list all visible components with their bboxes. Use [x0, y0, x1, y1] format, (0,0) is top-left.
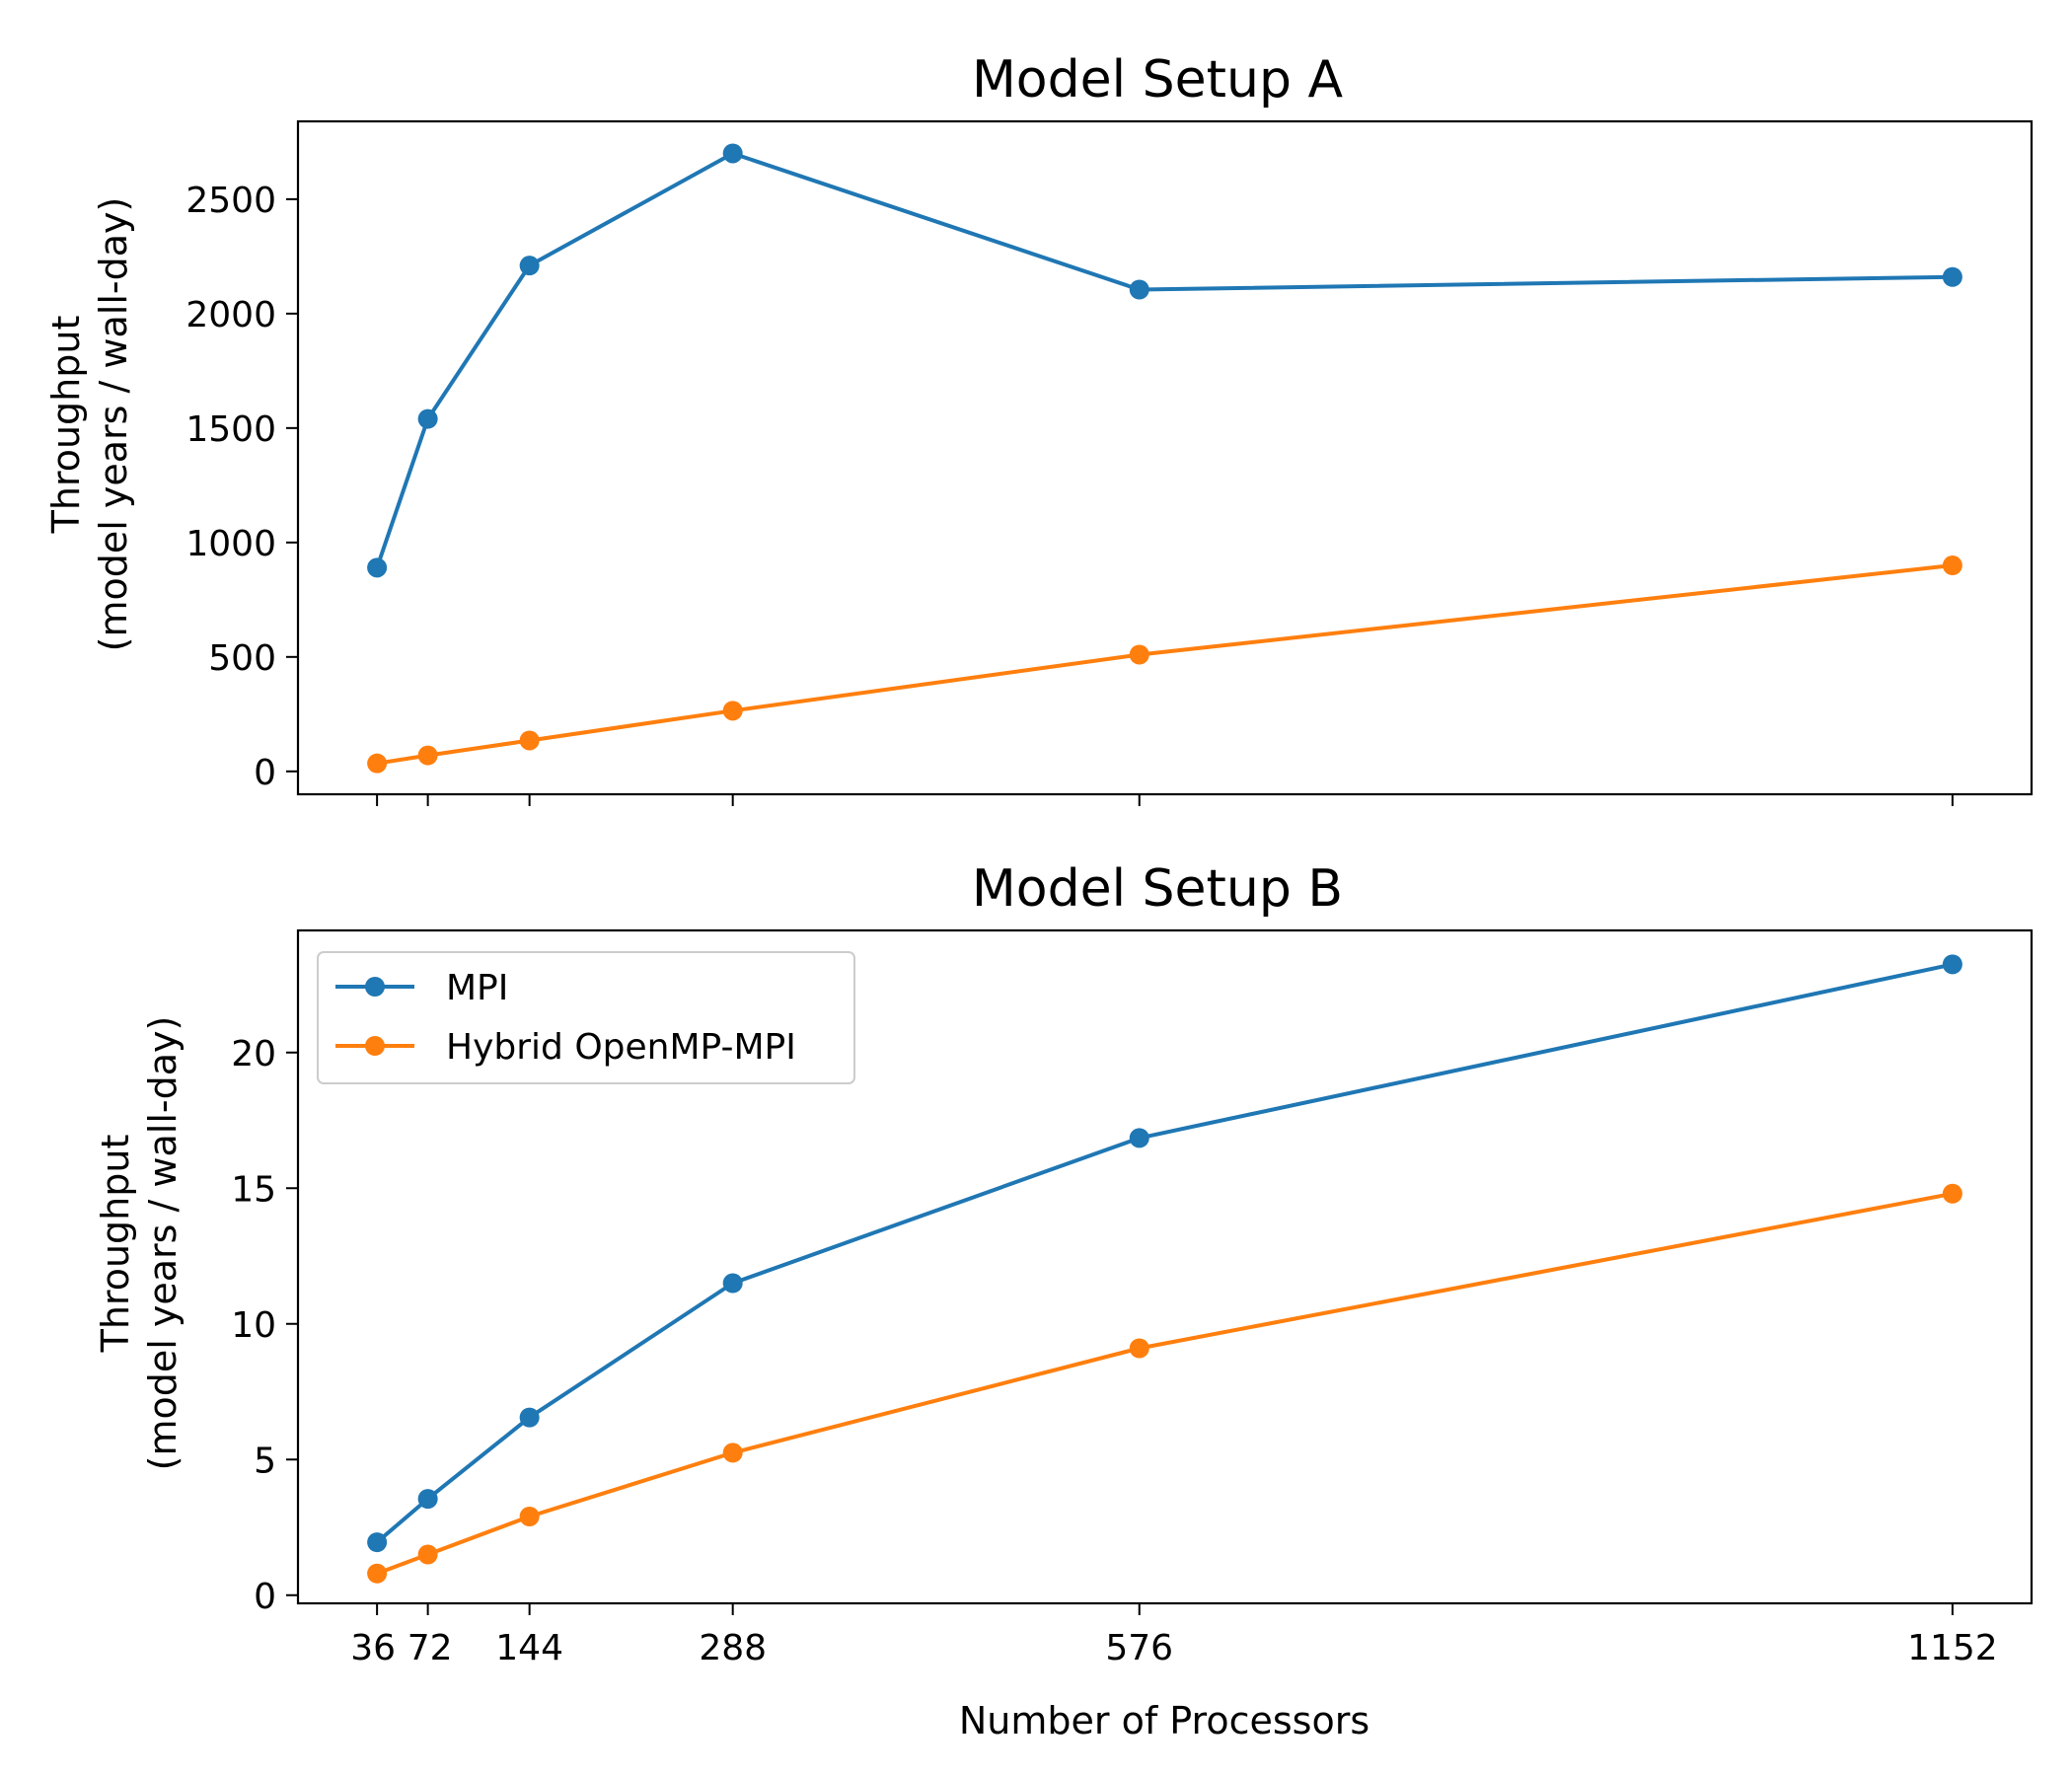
plot-frame: [296, 119, 2034, 796]
y-tick-label: 15: [231, 1169, 276, 1210]
chart-model-setup-a: Model Setup A Throughput (model years / …: [44, 50, 2034, 806]
data-point: [367, 1563, 388, 1584]
data-point: [1942, 555, 1962, 576]
x-tick-label: 288: [699, 1628, 767, 1668]
data-point: [1942, 266, 1962, 287]
data-point: [519, 256, 540, 276]
data-point: [367, 753, 388, 774]
series-hybrid-openmp-mpi: [367, 1183, 1962, 1584]
series-hybrid-openmp-mpi: [367, 555, 1962, 774]
series-mpi: [367, 954, 1962, 1553]
data-point: [722, 1443, 743, 1463]
legend-box: [317, 951, 855, 1084]
y-tick-label: 10: [231, 1305, 276, 1346]
y-tick-label: 2000: [185, 295, 276, 335]
legend-label: MPI: [446, 968, 508, 1008]
y-axis-label-line-1: Throughput: [94, 1135, 137, 1354]
x-tick-label: 144: [495, 1628, 563, 1668]
y-axis-label-line-2: (model years / wall-day): [141, 1016, 185, 1471]
data-point: [1942, 954, 1962, 975]
data-point: [367, 1532, 388, 1553]
data-point: [417, 1489, 438, 1510]
series-mpi: [367, 143, 1962, 578]
y-axis-label-line-1: Throughput: [44, 316, 88, 535]
x-tick-label: 1152: [1907, 1628, 1998, 1668]
legend-entry-hybrid-openmp-mpi: Hybrid OpenMP-MPI: [335, 1027, 796, 1068]
x-axis-label: Number of Processors: [959, 1699, 1369, 1742]
data-point: [1942, 1183, 1962, 1204]
legend: MPI Hybrid OpenMP-MPI: [317, 951, 855, 1084]
data-point: [417, 745, 438, 766]
plot-frame: [296, 928, 2034, 1605]
chart-title: Model Setup A: [972, 50, 1344, 110]
series-line: [376, 563, 1954, 766]
y-tick-label: 2500: [185, 181, 276, 221]
legend-label: Hybrid OpenMP-MPI: [446, 1027, 796, 1068]
legend-swatch-marker: [365, 977, 385, 997]
y-tick-label: 0: [254, 1577, 276, 1617]
y-tick-label: 1000: [185, 524, 276, 564]
series-line: [375, 962, 1954, 1544]
x-tick-label: 576: [1105, 1628, 1173, 1668]
y-tick-label: 0: [254, 753, 276, 793]
data-point: [519, 1507, 540, 1526]
x-tick-label: 36: [350, 1628, 396, 1668]
chart-title: Model Setup B: [972, 859, 1343, 919]
data-point: [1129, 644, 1149, 665]
series-line: [376, 1191, 1954, 1576]
legend-entry-mpi: MPI: [335, 968, 508, 1008]
y-ticks: 0 500 1000 1500 2000 2500: [185, 181, 298, 793]
data-point: [1129, 1128, 1149, 1148]
x-tick-label: 72: [407, 1628, 453, 1668]
data-point: [367, 557, 388, 578]
data-point: [1129, 1338, 1149, 1359]
x-ticks: [376, 794, 1954, 806]
data-point: [1129, 279, 1149, 300]
legend-swatch-marker: [365, 1036, 385, 1056]
y-ticks: 0 5 10 15 20: [231, 1034, 298, 1617]
y-tick-label: 5: [254, 1441, 276, 1481]
data-point: [417, 1544, 438, 1565]
data-point: [722, 701, 743, 721]
data-point: [519, 730, 540, 751]
y-tick-label: 1500: [185, 409, 276, 450]
x-ticks: 36 72 144 288 576 1152: [350, 1603, 1998, 1668]
data-point: [722, 1273, 743, 1294]
y-tick-label: 500: [208, 638, 276, 679]
series-line: [375, 151, 1953, 568]
chart-model-setup-b: Model Setup B Throughput (model years / …: [94, 859, 2034, 1668]
series-layer: [367, 954, 1962, 1584]
data-point: [519, 1407, 540, 1428]
y-tick-label: 20: [231, 1034, 276, 1074]
series-layer: [367, 143, 1962, 774]
data-point: [722, 143, 743, 164]
y-axis-label-line-2: (model years / wall-day): [92, 197, 135, 652]
data-point: [417, 408, 438, 429]
